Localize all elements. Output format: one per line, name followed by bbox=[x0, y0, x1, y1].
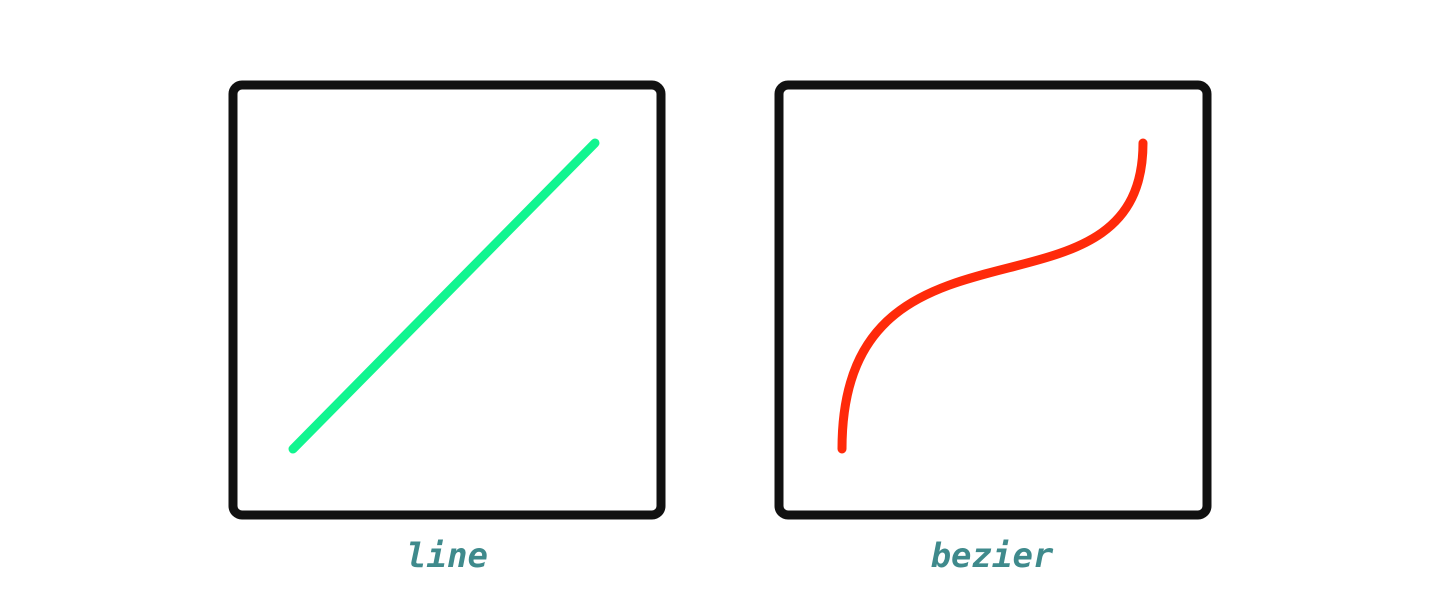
bezier-panel-frame bbox=[774, 80, 1212, 520]
bezier-panel: bezier bbox=[774, 80, 1212, 576]
line-panel: line bbox=[228, 80, 666, 576]
line-panel-label: line bbox=[406, 536, 488, 576]
line-panel-frame bbox=[228, 80, 666, 520]
bezier-panel-label: bezier bbox=[931, 536, 1054, 576]
straight-line-stroke bbox=[288, 138, 600, 454]
bezier-curve-stroke bbox=[837, 138, 1148, 454]
